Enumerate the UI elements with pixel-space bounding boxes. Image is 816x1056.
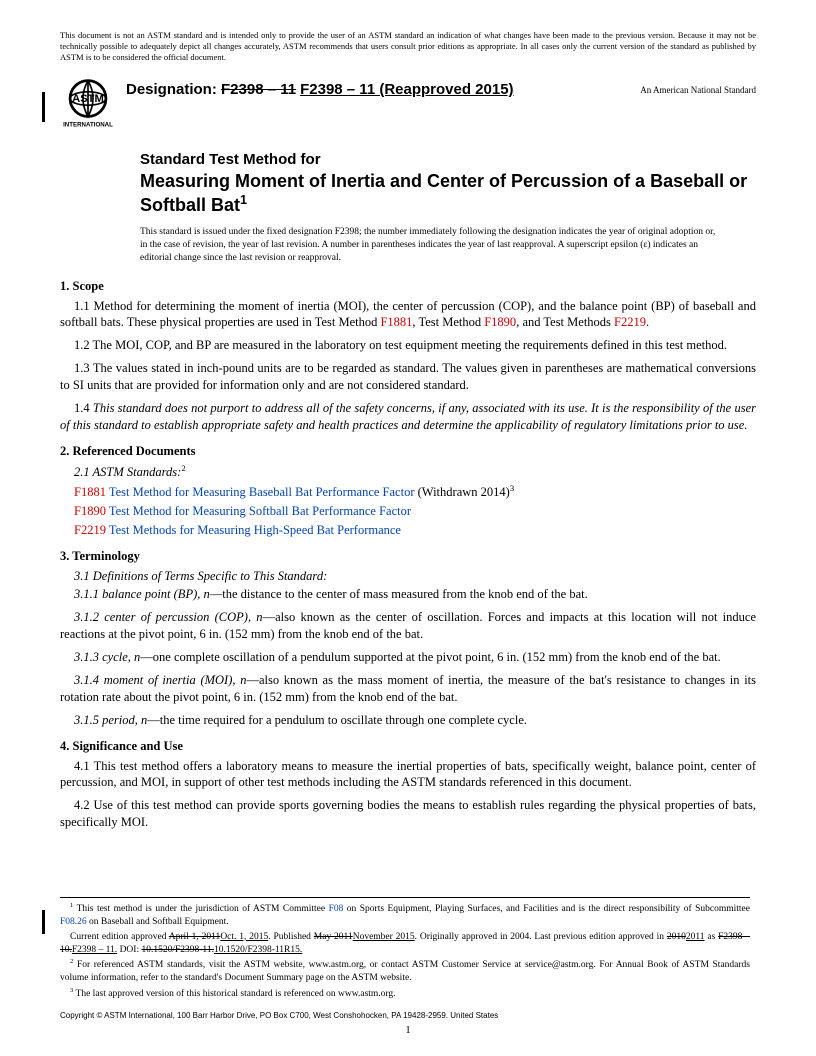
para-1-1: 1.1 Method for determining the moment of… [60,298,756,332]
para-1-4: 1.4 This standard does not purport to ad… [60,400,756,434]
footnote-1: 1 This test method is under the jurisdic… [60,902,750,929]
para-3-1-2: 3.1.2 center of percussion (COP), n—also… [60,609,756,643]
ref-doc-2: F1890 Test Method for Measuring Softball… [74,503,756,520]
title-main: Measuring Moment of Inertia and Center o… [140,170,756,216]
designation: Designation: F2398 – 11 F2398 – 11 (Reap… [126,75,640,99]
ans-label: An American National Standard [640,75,756,95]
section-1-head: 1. Scope [60,279,756,294]
para-3-1: 3.1 Definitions of Terms Specific to Thi… [74,568,756,585]
title-block: Standard Test Method for Measuring Momen… [140,151,756,216]
designation-label: Designation: [126,81,221,98]
svg-text:INTERNATIONAL: INTERNATIONAL [63,122,113,129]
section-3-head: 3. Terminology [60,549,756,564]
ref-f1881-code[interactable]: F1881 [74,485,106,499]
ref-f2219-code[interactable]: F2219 [74,523,106,537]
ref-f1881-title[interactable]: Test Method for Measuring Baseball Bat P… [109,485,415,499]
document-page: This document is not an ASTM standard an… [0,0,816,1056]
para-1-3: 1.3 The values stated in inch-pound unit… [60,360,756,394]
change-bar [42,92,45,122]
link-f08[interactable]: F08 [329,904,344,914]
ref-f1881[interactable]: F1881 [380,315,412,329]
ref-f1890-code[interactable]: F1890 [74,504,106,518]
ref-f1890-title[interactable]: Test Method for Measuring Softball Bat P… [109,504,411,518]
para-3-1-4: 3.1.4 moment of inertia (MOI), n—also kn… [60,672,756,706]
change-bar [42,910,45,934]
footnotes: 1 This test method is under the jurisdic… [60,897,750,1001]
link-f08-26[interactable]: F08.26 [60,917,87,927]
page-number: 1 [0,1024,816,1036]
ref-f1890[interactable]: F1890 [484,315,516,329]
astm-logo: ASTM INTERNATIONAL [60,75,116,131]
header-row: ASTM INTERNATIONAL Designation: F2398 – … [60,75,756,131]
para-3-1-1: 3.1.1 balance point (BP), n—the distance… [60,586,756,603]
para-4-2: 4.2 Use of this test method can provide … [60,797,756,831]
para-1-2: 1.2 The MOI, COP, and BP are measured in… [60,337,756,354]
copyright: Copyright © ASTM International, 100 Barr… [60,1011,498,1020]
para-3-1-5: 3.1.5 period, n—the time required for a … [60,712,756,729]
disclaimer-text: This document is not an ASTM standard an… [60,30,756,63]
para-3-1-3: 3.1.3 cycle, n—one complete oscillation … [60,649,756,666]
title-main-text: Measuring Moment of Inertia and Center o… [140,171,747,215]
title-lead: Standard Test Method for [140,151,756,168]
footnote-1-line2: Current edition approved April 1, 2011Oc… [60,931,750,957]
para-4-1: 4.1 This test method offers a laboratory… [60,758,756,792]
section-4-head: 4. Significance and Use [60,739,756,754]
section-2-head: 2. Referenced Documents [60,444,756,459]
ref-f2219-title[interactable]: Test Methods for Measuring High-Speed Ba… [109,523,401,537]
title-superscript: 1 [240,193,247,207]
issuance-note: This standard is issued under the fixed … [140,226,716,264]
ref-f2219[interactable]: F2219 [614,315,646,329]
designation-new: F2398 – 11 (Reapproved 2015) [300,81,513,98]
para-2-1: 2.1 ASTM Standards:2 [74,463,756,481]
designation-old: F2398 – 11 [221,81,296,98]
footnote-2: 2 For referenced ASTM standards, visit t… [60,958,750,985]
svg-text:ASTM: ASTM [72,93,104,105]
footnote-3: 3 The last approved version of this hist… [60,987,750,1001]
ref-doc-3: F2219 Test Methods for Measuring High-Sp… [74,522,756,539]
ref-doc-1: F1881 Test Method for Measuring Baseball… [74,483,756,501]
